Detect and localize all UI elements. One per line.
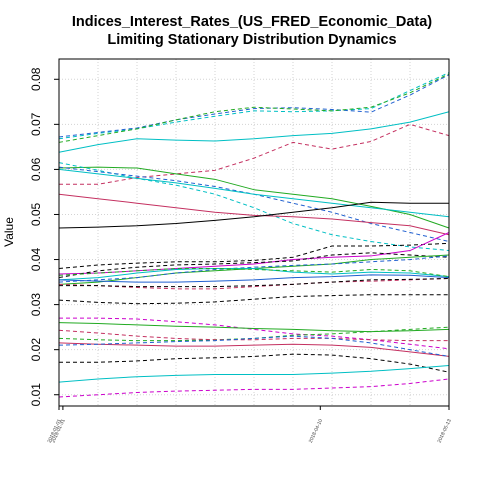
y-tick-label: 0.03 [29,293,43,317]
series-line [58,277,450,290]
series-line [59,277,450,288]
series-line [59,123,450,185]
series-line [58,201,449,229]
chart-subtitle: Limiting Stationary Distribution Dynamic… [107,32,396,48]
series-line [58,294,449,305]
series-line [58,242,450,270]
axis-layer: 0.010.020.030.040.050.060.070.082018-01-… [29,67,453,444]
series-line [58,72,450,140]
series-line [58,274,450,283]
y-tick-label: 0.02 [29,338,43,362]
series-line [58,326,450,342]
series-line [58,73,450,143]
series-line [58,329,449,342]
series-layer [58,72,450,398]
series-line [58,342,450,357]
series-line [59,317,450,350]
series-line [58,162,450,252]
y-tick-label: 0.08 [29,67,43,91]
series-line [59,353,450,373]
series-line [58,335,450,357]
y-axis-label: Value [2,217,16,247]
series-line [58,74,450,138]
chart-title: Indices_Interest_Rates_(US_FRED_Economic… [72,14,432,30]
series-line [58,268,450,278]
series-line [58,252,450,279]
series-line [58,378,450,398]
y-tick-label: 0.01 [29,383,43,407]
series-line [58,111,450,153]
series-line [58,193,450,236]
plot-frame [58,58,450,407]
series-line [58,268,450,281]
series-line [58,255,450,283]
y-tick-label: 0.05 [29,202,43,226]
y-tick-label: 0.04 [29,248,43,272]
y-tick-label: 0.07 [29,112,43,136]
series-line [58,364,450,383]
series-line [58,168,450,218]
y-tick-label: 0.06 [29,157,43,181]
